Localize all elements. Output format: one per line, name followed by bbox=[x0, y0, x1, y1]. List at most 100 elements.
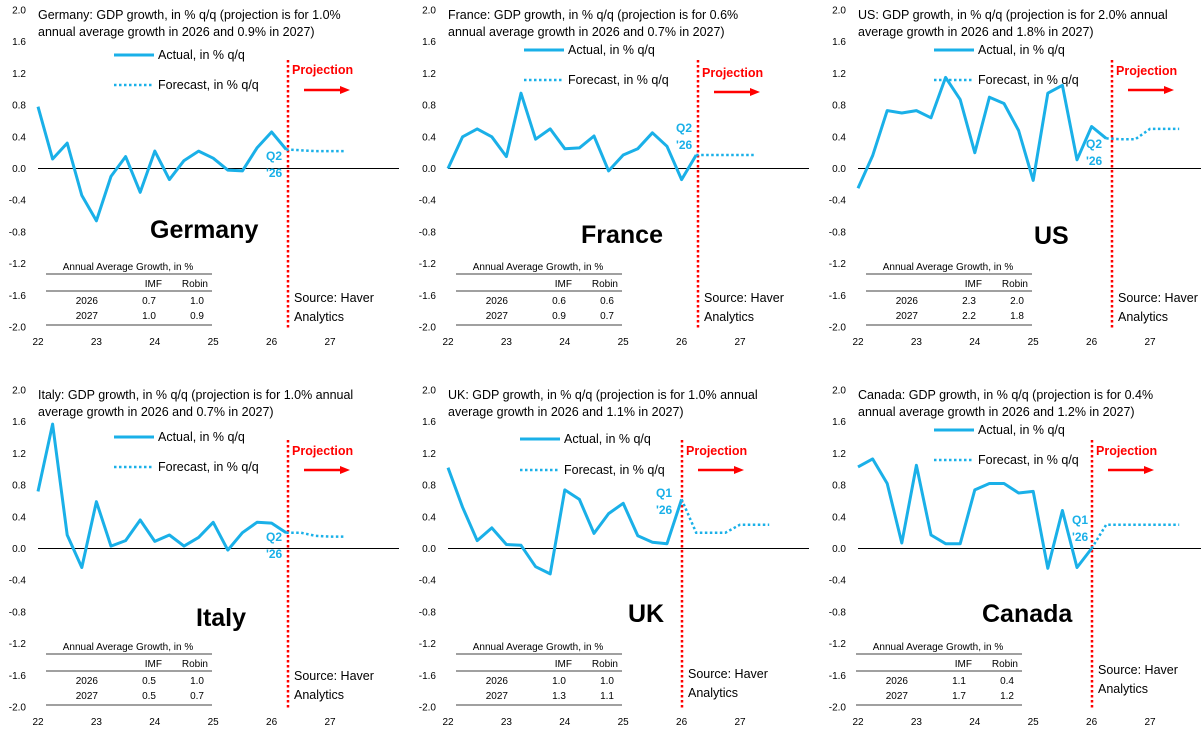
legend-forecast-label: Forecast, in % q/q bbox=[158, 460, 259, 474]
source-line2: Analytics bbox=[688, 686, 738, 700]
y-tick-label: 0.8 bbox=[422, 101, 436, 112]
y-tick-label: 2.0 bbox=[832, 6, 846, 17]
y-tick-label: -0.4 bbox=[9, 576, 27, 587]
table-year: 2027 bbox=[896, 311, 919, 322]
table-col-imf: IMF bbox=[145, 279, 162, 290]
y-tick-label: 0.0 bbox=[832, 544, 846, 555]
y-tick-label: -1.2 bbox=[419, 259, 437, 270]
y-tick-label: -1.2 bbox=[9, 639, 27, 650]
chart-title-line1: Italy: GDP growth, in % q/q (projection … bbox=[38, 388, 353, 402]
y-tick-label: -2.0 bbox=[419, 703, 437, 714]
x-tick-label: 23 bbox=[91, 717, 103, 728]
x-tick-label: 22 bbox=[852, 337, 864, 348]
source-line1: Source: Haver bbox=[294, 669, 374, 683]
forecast-series-line bbox=[1106, 129, 1179, 139]
table-imf-value: 0.7 bbox=[142, 296, 156, 307]
chart-svg: 2.01.61.20.80.40.0-0.4-0.8-1.2-1.6-2.022… bbox=[414, 2, 809, 352]
legend-forecast-label: Forecast, in % q/q bbox=[568, 73, 669, 87]
table-year: 2026 bbox=[886, 676, 909, 687]
table-robin-value: 1.0 bbox=[600, 676, 614, 687]
projection-arrow-head bbox=[340, 466, 350, 474]
table-col-imf: IMF bbox=[145, 659, 162, 670]
table-imf-value: 0.6 bbox=[552, 296, 566, 307]
source-line1: Source: Haver bbox=[1098, 663, 1178, 677]
source-line2: Analytics bbox=[1098, 682, 1148, 696]
forecast-series-line bbox=[286, 150, 344, 152]
table-title: Annual Average Growth, in % bbox=[63, 262, 194, 273]
table-robin-value: 1.8 bbox=[1010, 311, 1024, 322]
x-tick-label: 25 bbox=[208, 717, 220, 728]
table-col-robin: Robin bbox=[182, 659, 208, 670]
x-tick-label: 27 bbox=[324, 717, 336, 728]
forecast-series-line bbox=[682, 499, 770, 532]
x-tick-label: 23 bbox=[911, 717, 923, 728]
y-tick-label: 1.2 bbox=[12, 69, 26, 80]
table-imf-value: 1.0 bbox=[552, 676, 566, 687]
y-tick-label: 0.0 bbox=[422, 164, 436, 175]
chart-title-line1: France: GDP growth, in % q/q (projection… bbox=[448, 8, 738, 22]
table-robin-value: 0.6 bbox=[600, 296, 614, 307]
x-tick-label: 26 bbox=[266, 717, 278, 728]
x-tick-label: 24 bbox=[149, 717, 161, 728]
x-tick-label: 24 bbox=[969, 337, 981, 348]
legend-actual-label: Actual, in % q/q bbox=[978, 423, 1065, 437]
legend-actual-label: Actual, in % q/q bbox=[978, 43, 1065, 57]
x-tick-label: 25 bbox=[618, 337, 630, 348]
x-tick-label: 22 bbox=[442, 337, 454, 348]
actual-series-line bbox=[858, 77, 1106, 188]
forecast-series-line bbox=[1092, 525, 1180, 549]
x-tick-label: 26 bbox=[676, 717, 688, 728]
y-tick-label: 1.6 bbox=[832, 417, 846, 428]
table-year: 2027 bbox=[76, 691, 99, 702]
quarter-label-line2: '26 bbox=[266, 166, 283, 180]
x-tick-label: 24 bbox=[559, 337, 571, 348]
y-tick-label: -0.4 bbox=[829, 576, 847, 587]
x-tick-label: 22 bbox=[442, 717, 454, 728]
table-year: 2027 bbox=[76, 311, 99, 322]
y-tick-label: 2.0 bbox=[832, 386, 846, 397]
chart-title-line1: Canada: GDP growth, in % q/q (projection… bbox=[858, 388, 1153, 402]
x-tick-label: 25 bbox=[1028, 337, 1040, 348]
country-name: UK bbox=[628, 600, 664, 628]
y-tick-label: -1.6 bbox=[829, 671, 847, 682]
chart-svg: 2.01.61.20.80.40.0-0.4-0.8-1.2-1.6-2.022… bbox=[414, 382, 809, 732]
chart-svg: 2.01.61.20.80.40.0-0.4-0.8-1.2-1.6-2.022… bbox=[4, 382, 399, 732]
x-tick-label: 23 bbox=[911, 337, 923, 348]
chart-title-line1: Germany: GDP growth, in % q/q (projectio… bbox=[38, 8, 341, 22]
legend-forecast-label: Forecast, in % q/q bbox=[564, 463, 665, 477]
actual-series-line bbox=[38, 424, 286, 567]
table-col-imf: IMF bbox=[555, 659, 572, 670]
y-tick-label: -1.2 bbox=[829, 639, 847, 650]
country-name: US bbox=[1034, 222, 1069, 250]
country-name: Germany bbox=[150, 216, 258, 244]
table-title: Annual Average Growth, in % bbox=[63, 642, 194, 653]
legend-actual-label: Actual, in % q/q bbox=[568, 43, 655, 57]
chart-title-line2: annual average growth in 2026 and 0.9% i… bbox=[38, 25, 315, 39]
x-tick-label: 24 bbox=[559, 717, 571, 728]
table-imf-value: 0.5 bbox=[142, 691, 156, 702]
y-tick-label: 1.6 bbox=[12, 37, 26, 48]
table-year: 2026 bbox=[76, 296, 99, 307]
y-tick-label: 2.0 bbox=[12, 6, 26, 17]
actual-series-line bbox=[38, 107, 286, 221]
y-tick-label: 0.4 bbox=[422, 512, 436, 523]
table-col-robin: Robin bbox=[1002, 279, 1028, 290]
y-tick-label: -0.8 bbox=[419, 607, 437, 618]
table-imf-value: 0.5 bbox=[142, 676, 156, 687]
legend-actual-label: Actual, in % q/q bbox=[158, 430, 245, 444]
y-tick-label: -2.0 bbox=[829, 323, 847, 334]
y-tick-label: -0.8 bbox=[9, 607, 27, 618]
x-tick-label: 22 bbox=[32, 337, 44, 348]
x-tick-label: 27 bbox=[1144, 337, 1156, 348]
table-imf-value: 1.0 bbox=[142, 311, 156, 322]
actual-series-line bbox=[448, 93, 696, 179]
y-tick-label: -1.6 bbox=[829, 291, 847, 302]
y-tick-label: -0.8 bbox=[9, 227, 27, 238]
x-tick-label: 26 bbox=[266, 337, 278, 348]
table-year: 2027 bbox=[486, 691, 509, 702]
table-col-robin: Robin bbox=[182, 279, 208, 290]
y-tick-label: -0.4 bbox=[829, 196, 847, 207]
